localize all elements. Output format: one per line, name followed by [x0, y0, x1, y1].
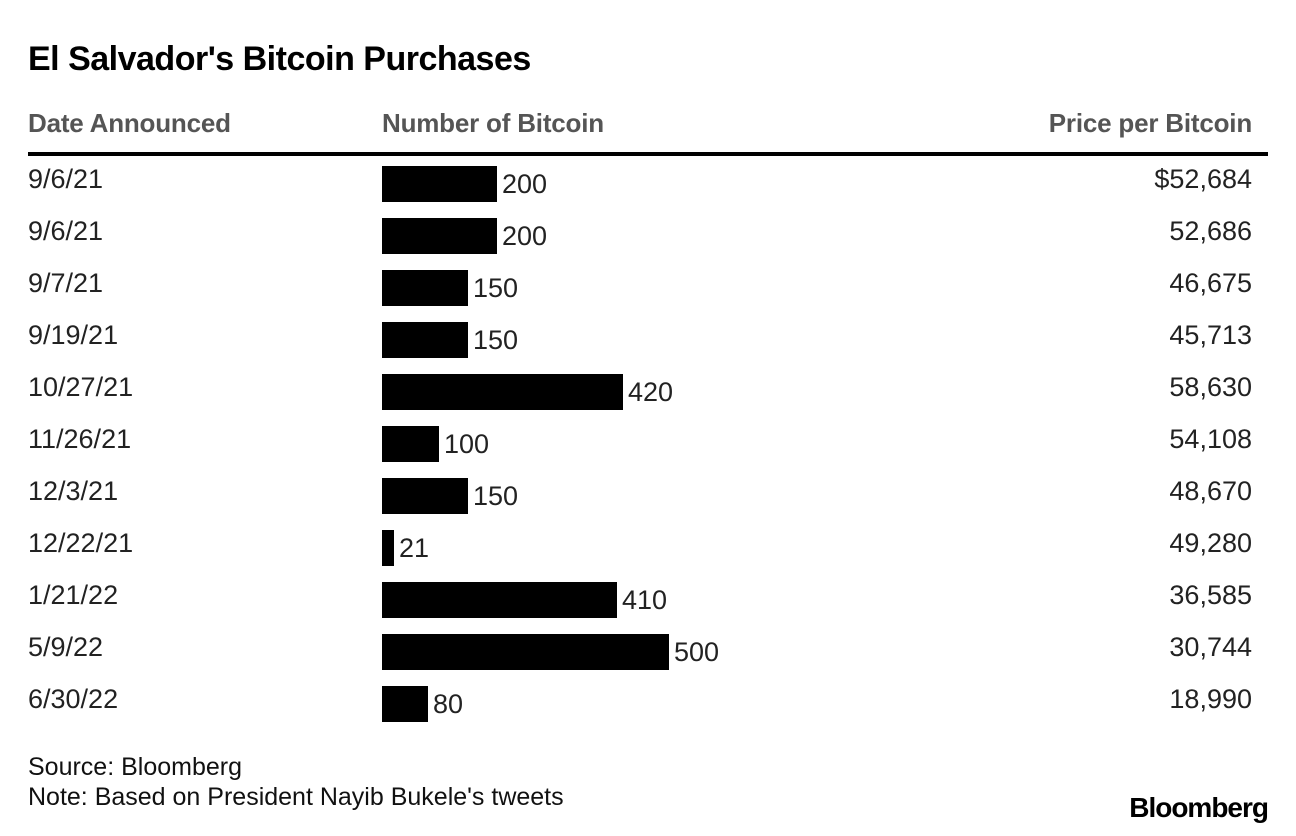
bar-value-label: 80: [433, 689, 464, 719]
column-header-price: Price per Bitcoin: [1048, 108, 1252, 138]
footnote: Note: Based on President Nayib Bukele's …: [28, 783, 564, 811]
bar: [382, 478, 468, 514]
price-cell: 58,630: [1169, 372, 1252, 402]
bar-value-label: 150: [473, 273, 519, 303]
column-header-count: Number of Bitcoin: [382, 108, 604, 138]
bar: [382, 530, 394, 566]
price-cell: 18,990: [1169, 684, 1252, 714]
date-cell: 9/6/21: [28, 164, 104, 194]
price-cell: 46,675: [1169, 268, 1252, 298]
source-note: Source: Bloomberg: [28, 753, 243, 781]
bar-value-label: 200: [502, 169, 548, 199]
bar-value-label: 21: [399, 533, 430, 563]
bar: [382, 166, 497, 202]
date-cell: 9/7/21: [28, 268, 104, 298]
date-cell: 1/21/22: [28, 580, 119, 610]
bar-value-label: 500: [674, 637, 720, 667]
bar: [382, 374, 623, 410]
bar: [382, 426, 439, 462]
bar-value-label: 420: [628, 377, 674, 407]
price-cell: 54,108: [1169, 424, 1252, 454]
date-cell: 5/9/22: [28, 632, 104, 662]
date-cell: 12/22/21: [28, 528, 134, 558]
price-cell: 30,744: [1169, 632, 1252, 662]
price-cell: 45,713: [1169, 320, 1252, 350]
date-cell: 6/30/22: [28, 684, 119, 714]
bar: [382, 322, 468, 358]
date-cell: 11/26/21: [28, 424, 132, 454]
price-cell: 49,280: [1169, 528, 1252, 558]
chart-title: El Salvador's Bitcoin Purchases: [28, 40, 531, 78]
bloomberg-logo: Bloomberg: [1129, 792, 1269, 823]
bar: [382, 270, 468, 306]
bar-value-label: 150: [473, 481, 519, 511]
date-cell: 9/19/21: [28, 320, 119, 350]
price-cell: 36,585: [1169, 580, 1252, 610]
bar-value-label: 100: [444, 429, 490, 459]
price-cell: 48,670: [1169, 476, 1252, 506]
column-header-date: Date Announced: [28, 108, 231, 138]
price-cell: 52,686: [1169, 216, 1252, 246]
date-cell: 9/6/21: [28, 216, 104, 246]
bar: [382, 634, 669, 670]
bar: [382, 582, 617, 618]
date-cell: 12/3/21: [28, 476, 119, 506]
bar-value-label: 200: [502, 221, 548, 251]
bar: [382, 686, 428, 722]
bar: [382, 218, 497, 254]
header-divider: [28, 152, 1268, 156]
date-cell: 10/27/21: [28, 372, 134, 402]
price-cell: $52,684: [1154, 164, 1252, 194]
bar-value-label: 410: [622, 585, 668, 615]
bar-value-label: 150: [473, 325, 519, 355]
